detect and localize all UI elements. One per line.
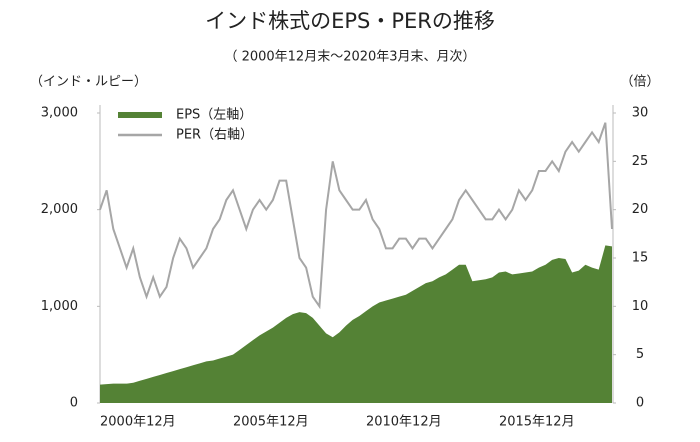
y2-tick-label: 20 bbox=[632, 202, 649, 217]
y2-axis-label: （倍） bbox=[620, 75, 659, 90]
y2-tick-label: 15 bbox=[632, 251, 649, 266]
y-axis-label: （インド・ルピー） bbox=[30, 75, 147, 90]
x-tick-label: 2010年12月 bbox=[366, 415, 442, 430]
y2-tick-label: 25 bbox=[632, 154, 649, 169]
x-tick-label: 2015年12月 bbox=[499, 415, 575, 430]
y-tick-label: 0 bbox=[70, 396, 78, 411]
y2-tick-label: 10 bbox=[632, 299, 649, 314]
chart-title: インド株式のEPS・PERの推移 bbox=[205, 9, 495, 33]
y-tick-label: 1,000 bbox=[41, 299, 78, 314]
legend-label: PER（右軸） bbox=[176, 128, 253, 143]
per-line bbox=[99, 122, 613, 310]
eps-area bbox=[100, 245, 612, 403]
y2-tick-label: 5 bbox=[636, 347, 644, 362]
x-tick-label: 2005年12月 bbox=[233, 415, 309, 430]
y-tick-label: 3,000 bbox=[41, 106, 78, 121]
y-tick-label: 2,000 bbox=[41, 202, 78, 217]
legend-label: EPS（左軸） bbox=[176, 108, 252, 123]
y2-tick-label: 30 bbox=[632, 106, 649, 121]
y2-tick-label: 0 bbox=[636, 396, 644, 411]
x-tick-label: 2000年12月 bbox=[100, 415, 176, 430]
chart-subtitle: （ 2000年12月末～2020年3月末、月次） bbox=[224, 49, 475, 65]
